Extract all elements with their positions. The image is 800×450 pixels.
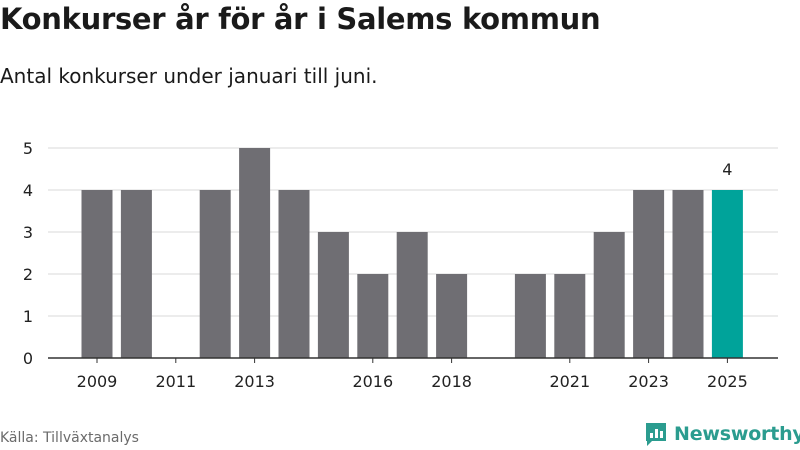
y-tick-label: 1: [23, 307, 33, 326]
bar: [436, 274, 468, 358]
chart-title: Konkurser år för år i Salems kommun: [0, 2, 601, 36]
bar-chart: 0 1 2 3 4 5 2009 2011 2013 2016 2018 2021 2023 2025 4: [23, 139, 778, 391]
bar: [120, 190, 152, 358]
bar: [554, 274, 586, 358]
source-note: Källa: Tillväxtanalys: [0, 430, 139, 446]
brand-name: Newsworthy: [674, 423, 800, 445]
x-tick-label: 2011: [155, 372, 196, 391]
x-tick-label: 2023: [628, 372, 669, 391]
bar: [593, 232, 625, 358]
x-tick-label: 2021: [549, 372, 590, 391]
x-tick-label: 2025: [707, 372, 748, 391]
bar: [317, 232, 349, 358]
highlight-value-label: 4: [722, 160, 732, 179]
bar: [633, 190, 665, 358]
bar: [396, 232, 428, 358]
newsworthy-logo[interactable]: Newsworthy: [644, 421, 800, 447]
bar: [357, 274, 389, 358]
bar: [672, 190, 704, 358]
bar: [514, 274, 546, 358]
y-tick-label: 2: [23, 265, 33, 284]
x-tick-label: 2016: [352, 372, 393, 391]
y-tick-label: 4: [23, 181, 33, 200]
x-tick-label: 2013: [234, 372, 275, 391]
x-tick-label: 2018: [431, 372, 472, 391]
bar: [81, 190, 113, 358]
y-tick-label: 5: [23, 139, 33, 158]
bar: [199, 190, 231, 358]
y-tick-label: 3: [23, 223, 33, 242]
bar-highlight: [711, 190, 743, 358]
chart-subtitle: Antal konkurser under januari till juni.: [0, 64, 378, 88]
y-tick-label: 0: [23, 349, 33, 368]
x-tick-label: 2009: [77, 372, 118, 391]
bar: [239, 148, 271, 358]
bar: [278, 190, 310, 358]
newsworthy-logo-icon: [646, 423, 666, 446]
